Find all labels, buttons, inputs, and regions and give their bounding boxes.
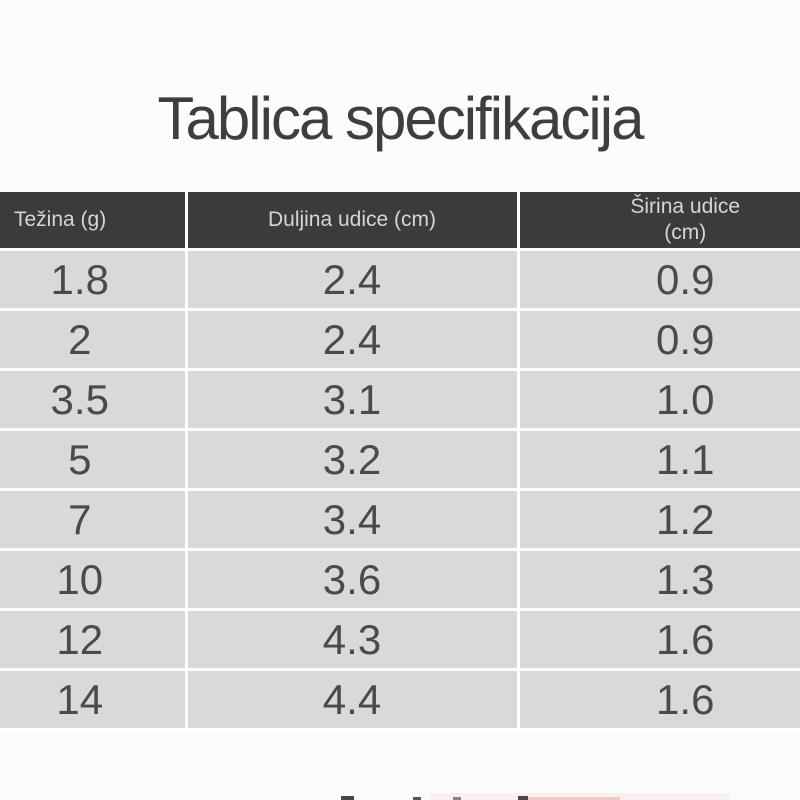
cutoff-glyph-fragment — [453, 797, 461, 800]
table-row: 10 3.6 1.3 — [0, 549, 800, 611]
cell-weight: 1.8 — [0, 249, 188, 311]
cell-hook-length: 3.6 — [186, 549, 520, 611]
cell-hook-length: 4.4 — [186, 669, 520, 731]
cutoff-glyph-fragment — [518, 796, 528, 800]
cell-hook-length: 3.1 — [186, 369, 520, 431]
cutoff-glyph-fragment — [528, 797, 620, 800]
cell-hook-width: 1.0 — [518, 369, 800, 431]
page-title: Tablica specifikacija — [157, 85, 645, 152]
header-row: Težina (g) Duljina udice (cm) Širina udi… — [0, 192, 800, 251]
cell-weight: 12 — [0, 609, 188, 671]
table-row: 14 4.4 1.6 — [0, 669, 800, 731]
cell-hook-width: 0.9 — [518, 309, 800, 371]
cell-weight: 5 — [0, 429, 188, 491]
cutoff-glyph-fragment — [430, 793, 730, 800]
table-row: 7 3.4 1.2 — [0, 489, 800, 551]
cell-hook-length: 2.4 — [186, 249, 520, 311]
spec-table: Težina (g) Duljina udice (cm) Širina udi… — [0, 192, 800, 731]
spec-table-body: 1.8 2.4 0.9 2 2.4 0.9 3.5 3.1 1.0 5 3.2 1.1 7 3.4 1.2 1… — [0, 249, 800, 731]
cell-hook-length: 3.4 — [186, 489, 520, 551]
cell-hook-width: 1.6 — [518, 609, 800, 671]
cell-weight: 14 — [0, 669, 188, 731]
cell-hook-width: 1.1 — [518, 429, 800, 491]
column-header-weight: Težina (g) — [0, 192, 188, 251]
table-row: 5 3.2 1.1 — [0, 429, 800, 491]
bottom-cutoff-text — [0, 788, 800, 800]
column-header-hook-width-label: Širina udice (cm) — [630, 194, 741, 244]
cutoff-glyph-fragment — [341, 796, 354, 800]
table-row: 1.8 2.4 0.9 — [0, 249, 800, 311]
cell-weight: 2 — [0, 309, 188, 371]
cell-hook-width: 0.9 — [518, 249, 800, 311]
cell-hook-length: 4.3 — [186, 609, 520, 671]
cell-hook-length: 2.4 — [186, 309, 520, 371]
table-row: 3.5 3.1 1.0 — [0, 369, 800, 431]
cell-hook-width: 1.2 — [518, 489, 800, 551]
column-header-hook-width: Širina udice (cm) — [518, 192, 800, 251]
cell-hook-width: 1.3 — [518, 549, 800, 611]
cell-weight: 7 — [0, 489, 188, 551]
table-row: 12 4.3 1.6 — [0, 609, 800, 671]
cell-weight: 10 — [0, 549, 188, 611]
spec-table-header: Težina (g) Duljina udice (cm) Širina udi… — [0, 192, 800, 251]
cell-hook-length: 3.2 — [186, 429, 520, 491]
cell-hook-width: 1.6 — [518, 669, 800, 731]
cutoff-glyph-fragment — [413, 797, 421, 800]
table-row: 2 2.4 0.9 — [0, 309, 800, 371]
cell-weight: 3.5 — [0, 369, 188, 431]
column-header-hook-length: Duljina udice (cm) — [186, 192, 520, 251]
